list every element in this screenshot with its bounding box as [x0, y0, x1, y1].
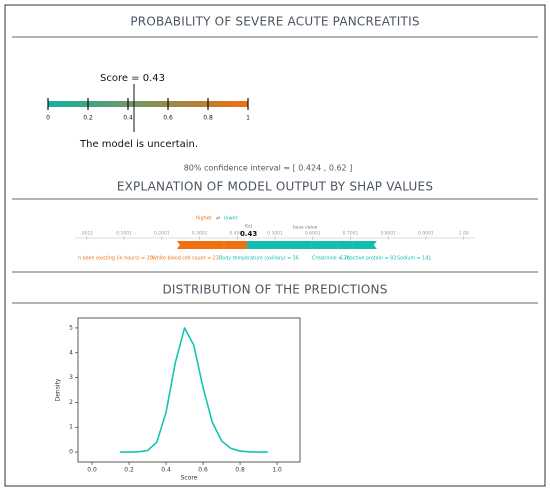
- force-segment: [176, 241, 226, 249]
- density-line: [119, 327, 268, 453]
- section-title: PROBABILITY OF SEVERE ACUTE PANCREATITIS: [130, 15, 419, 29]
- base-value-label: base value: [293, 225, 318, 231]
- shap-tick-label: 0.9001: [418, 231, 434, 237]
- force-segment: [336, 241, 355, 249]
- gauge-tick-label: 0.2: [83, 115, 93, 122]
- force-segment: [351, 241, 377, 249]
- feature-label: Creatinine = 70: [312, 256, 350, 262]
- force-segment: [245, 241, 313, 249]
- y-tick-label: 5: [69, 324, 73, 331]
- gauge-tick-label: 0.6: [163, 115, 173, 122]
- shap-tick-label: 0.1001: [116, 231, 132, 237]
- y-tick-label: 3: [69, 374, 73, 381]
- gauge-tick-label: 0.4: [123, 115, 133, 122]
- gauge-tick-label: 1: [246, 115, 250, 122]
- confidence-interval: 80% confidence interval = [ 0.424 , 0.62…: [184, 164, 353, 173]
- shap-tick-label: 0.8001: [380, 231, 396, 237]
- legend-higher: higher: [196, 216, 213, 222]
- shap-tick-label: 0.7001: [343, 231, 359, 237]
- y-tick-label: 0: [69, 449, 73, 456]
- force-segment: [222, 241, 252, 249]
- shap-tick-label: 0.6001: [305, 231, 321, 237]
- feature-label: C-reactive protein = 83: [340, 256, 396, 262]
- shap-tick-label: .0012: [80, 231, 93, 237]
- gauge-tick-label: 0: [46, 115, 50, 122]
- score-label: Score = 0.43: [100, 73, 165, 84]
- force-segment: [309, 241, 340, 249]
- x-axis-label: Score: [181, 475, 198, 482]
- x-tick-label: 0.8: [235, 467, 245, 474]
- legend-arrows: ⇄: [216, 216, 220, 222]
- x-tick-label: 0.4: [161, 467, 171, 474]
- y-tick-label: 4: [69, 349, 73, 356]
- y-axis-label: Density: [55, 378, 62, 401]
- shap-tick-label: 0.4001: [229, 231, 245, 237]
- x-tick-label: 0.0: [87, 467, 97, 474]
- y-tick-label: 1: [69, 424, 73, 431]
- shap-tick-label: 0.2001: [154, 231, 170, 237]
- shap-tick-label: 1.00: [459, 231, 469, 237]
- fx-value: 0.43: [240, 230, 257, 238]
- x-tick-label: 0.6: [198, 467, 208, 474]
- x-tick-label: 0.2: [124, 467, 134, 474]
- feature-label: White blood cell count = 23: [152, 256, 219, 262]
- gauge-bar: [48, 101, 248, 107]
- feature-label: Sodium = 141: [397, 256, 431, 262]
- y-tick-label: 2: [69, 399, 73, 406]
- fx-label: f(x): [245, 224, 253, 230]
- gauge-tick-label: 0.8: [203, 115, 213, 122]
- x-tick-label: 1.0: [272, 467, 282, 474]
- verdict: The model is uncertain.: [79, 139, 198, 150]
- feature-label: Body temperature (axillary) = 36: [219, 256, 299, 262]
- section-title: EXPLANATION OF MODEL OUTPUT BY SHAP VALU…: [117, 180, 433, 194]
- plot-frame: [77, 317, 301, 463]
- shap-tick-label: 0.3001: [192, 231, 208, 237]
- section-title: DISTRIBUTION OF THE PREDICTIONS: [162, 283, 387, 297]
- shap-tick-label: 0.5001: [267, 231, 283, 237]
- feature-label: n been existing (in hours) = 20: [78, 256, 153, 262]
- legend-lower: lower: [224, 216, 239, 222]
